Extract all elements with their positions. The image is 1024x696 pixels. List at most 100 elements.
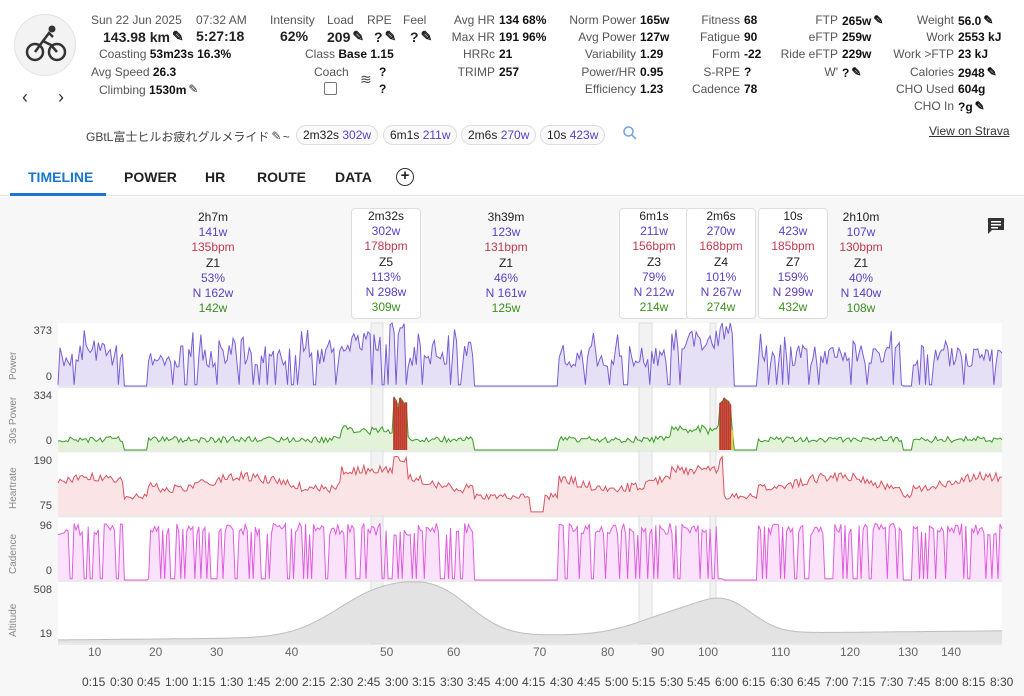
intensity-label: Intensity [270, 13, 315, 27]
view-on-strava-link[interactable]: View on Strava [929, 124, 1010, 138]
interval-zone: Z7 [785, 254, 800, 269]
stat-value[interactable]: 265w ✎ [842, 13, 884, 28]
stat-value[interactable]: 2948 ✎ [958, 65, 997, 80]
tab-hr[interactable]: HR [205, 169, 226, 185]
interval-dur: 2m32s [367, 209, 405, 223]
tab-timeline[interactable]: TIMELINE [28, 169, 94, 185]
time-tick: 5:15 [632, 675, 656, 689]
interval-summary[interactable]: 10s 423w 185bpm Z7 159% N 299w 432w [758, 208, 828, 319]
best-effort-chip[interactable]: 2m32s 302w [296, 125, 379, 145]
edit-icon: ✎ [271, 129, 282, 143]
interval-dur: 3h39m [487, 210, 525, 224]
add-tab-icon[interactable]: + [396, 168, 414, 186]
interval-bpm: 156bpm [632, 239, 676, 254]
rpe-value[interactable]: ? ✎ [374, 28, 397, 45]
stat-label: HRRc [463, 47, 495, 61]
stat-label: Work [926, 30, 954, 44]
panel-axis-max: 96 [39, 520, 52, 532]
panel-axis-max: 190 [33, 455, 52, 467]
edit-icon[interactable]: ✎ [974, 99, 985, 113]
time-tick: 5:30 [660, 675, 684, 689]
intensity-value: 62% [280, 28, 309, 44]
distance-tick: 30 [210, 645, 224, 659]
time-tick: 6:30 [770, 675, 794, 689]
interval-w2: 309w [371, 300, 401, 315]
rpe-label: RPE [367, 13, 392, 27]
wind-icon[interactable]: ≋ [360, 71, 372, 87]
load-label: Load [327, 13, 354, 27]
activity-name[interactable]: GBtL富士ヒルお疲れグルメライド ✎ ~ [86, 129, 290, 144]
tab-bar: TIMELINE POWER HR ROUTE DATA + [0, 160, 1024, 196]
best-effort-chip[interactable]: 2m6s 270w [461, 125, 537, 145]
edit-icon[interactable]: ✎ [983, 13, 994, 27]
stat-value: 78 [744, 82, 758, 96]
time-tick: 1:00 [165, 675, 189, 689]
interval-summary[interactable]: 2m32s 302w 178bpm Z5 113% N 298w 309w [351, 208, 421, 319]
interval-dur: 2h7m [197, 210, 229, 224]
comments-icon[interactable] [986, 216, 1006, 241]
interval-summary[interactable]: 2m6s 270w 168bpm Z4 101% N 267w 274w [686, 208, 756, 319]
interval-w: 423w [778, 224, 808, 239]
interval-dur: 10s [783, 209, 803, 223]
interval-summary[interactable]: 2h7m 141w 135bpm Z1 53% N 162w 142w [178, 210, 248, 316]
distance-tick: 90 [651, 645, 665, 659]
coach-checkbox[interactable] [324, 82, 337, 95]
stat-value: 191 96% [499, 30, 547, 44]
panel-axis-label: 30s Power [8, 396, 19, 444]
panel-axis-label: Altitude [8, 603, 19, 637]
stat-value: 257 [499, 65, 520, 79]
distance-tick: 110 [771, 645, 791, 659]
interval-summary[interactable]: 6m1s 211w 156bpm Z3 79% N 212w 214w [619, 208, 689, 319]
wind-value-1: ? [379, 65, 387, 79]
stat-value[interactable]: ? ✎ [842, 65, 862, 80]
best-effort-chip[interactable]: 10s 423w [540, 125, 606, 145]
previous-activity-icon[interactable]: ‹ [22, 87, 28, 107]
stat-value[interactable]: ?g ✎ [958, 99, 985, 114]
interval-summary[interactable]: 2h10m 107w 130bpm Z1 40% N 140w 108w [826, 210, 896, 316]
stat-value: 229w [842, 47, 872, 61]
distance-value[interactable]: 143.98 km ✎ [103, 28, 184, 45]
edit-icon[interactable]: ✎ [873, 13, 884, 27]
edit-icon[interactable]: ✎ [986, 65, 997, 79]
activity-type-avatar [14, 14, 76, 76]
stat-value: 127w [640, 30, 670, 44]
interval-w2: 432w [778, 300, 808, 315]
stat-value[interactable]: 56.0 ✎ [958, 13, 994, 28]
climbing-stat[interactable]: Climbing 1530m ✎ [99, 82, 199, 97]
interval-summary[interactable]: 3h39m 123w 131bpm Z1 46% N 161w 125w [471, 210, 541, 316]
avg-speed-stat: Avg Speed 26.3 [91, 65, 177, 79]
time-tick: 1:30 [220, 675, 244, 689]
panel-axis-label: Power [8, 351, 19, 380]
interval-bpm: 168bpm [699, 239, 743, 254]
stat-value: 1.29 [640, 47, 664, 61]
time-tick: 3:00 [385, 675, 409, 689]
interval-bpm: 130bpm [839, 240, 883, 255]
search-icon[interactable] [622, 125, 638, 146]
next-activity-icon[interactable]: › [58, 87, 64, 107]
stat-label: Max HR [451, 30, 495, 44]
edit-icon[interactable]: ✎ [851, 65, 862, 79]
interval-bpm: 185bpm [771, 239, 815, 254]
interval-np: N 161w [485, 286, 527, 301]
class-stat: Class Base 1.15 [305, 47, 394, 61]
time-tick: 2:00 [275, 675, 299, 689]
time-tick: 4:15 [522, 675, 546, 689]
tab-route[interactable]: ROUTE [257, 169, 306, 185]
best-effort-chip[interactable]: 6m1s 211w [383, 125, 458, 145]
panel-axis-min: 19 [39, 628, 52, 640]
feel-value[interactable]: ? ✎ [410, 28, 433, 45]
tab-data[interactable]: DATA [335, 169, 372, 185]
interval-np: N 298w [365, 285, 407, 300]
stat-value: 0.95 [640, 65, 664, 79]
interval-pct: 79% [641, 269, 667, 284]
stat-label: Work >FTP [893, 47, 954, 61]
time-tick: 8:30 [990, 675, 1014, 689]
tab-power[interactable]: POWER [124, 169, 177, 185]
load-value[interactable]: 209 ✎ [327, 28, 365, 45]
stat-label: Variability [584, 47, 636, 61]
time-tick: 0:30 [110, 675, 134, 689]
time-tick: 8:15 [962, 675, 986, 689]
distance-tick: 20 [149, 645, 163, 659]
panel-axis-max: 334 [33, 390, 52, 402]
